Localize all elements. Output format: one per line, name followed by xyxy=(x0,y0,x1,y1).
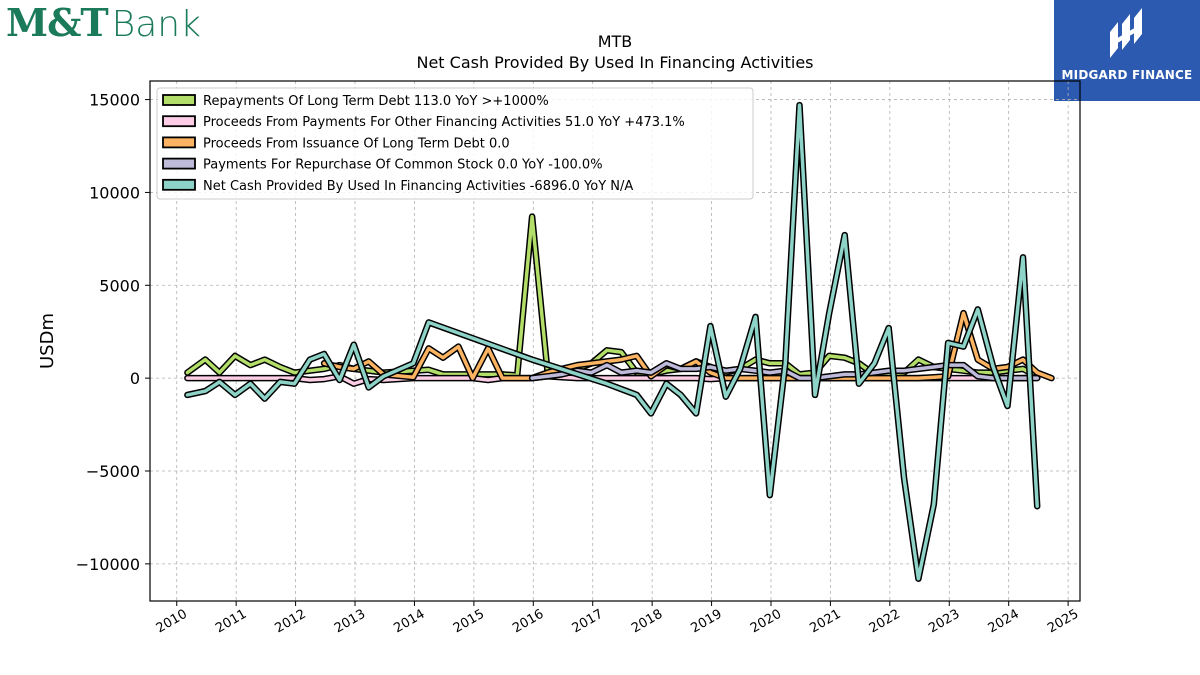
legend-swatch xyxy=(162,157,196,170)
legend-label: Net Cash Provided By Used In Financing A… xyxy=(203,179,633,194)
mt-bank-logo-wordmark: Bank xyxy=(111,4,201,45)
x-tick-label: 2019 xyxy=(689,607,725,637)
x-axis: 2010 2011 2012 2013 2014 2015 2016 2017 2018 2019… xyxy=(154,601,1081,637)
y-tick-label: 10000 xyxy=(89,183,140,202)
x-tick-label: 2015 xyxy=(451,607,487,637)
x-tick-label: 2014 xyxy=(391,607,427,637)
x-tick-label: 2017 xyxy=(570,607,606,637)
plot-frame xyxy=(149,80,1081,602)
legend-label: Proceeds From Issuance Of Long Term Debt… xyxy=(203,136,510,151)
y-tick-label: 5000 xyxy=(99,276,140,295)
x-tick-label: 2010 xyxy=(154,607,190,637)
x-tick-label: 2018 xyxy=(629,607,665,637)
x-tick-label: 2013 xyxy=(332,607,368,637)
legend-swatch xyxy=(162,94,196,106)
x-tick-label: 2022 xyxy=(867,607,903,637)
mt-bank-logo: M&T Bank xyxy=(6,0,201,45)
y-axis-label: USDm xyxy=(37,313,58,369)
legend: Repayments Of Long Term Debt 113.0 YoY >… xyxy=(156,87,754,200)
y-tick-label: −10000 xyxy=(76,555,140,574)
x-tick-label: 2020 xyxy=(748,607,784,637)
x-tick-label: 2021 xyxy=(807,607,843,637)
y-axis: −10000 −5000 0 5000 10000 15000 xyxy=(76,91,150,574)
chart-subtitle: Net Cash Provided By Used In Financing A… xyxy=(416,53,813,72)
x-tick-label: 2023 xyxy=(926,607,962,637)
y-tick-label: 0 xyxy=(130,369,140,388)
legend-box xyxy=(156,87,754,200)
legend-label: Proceeds From Payments For Other Financi… xyxy=(203,115,685,130)
x-tick-label: 2025 xyxy=(1045,607,1081,637)
series-line-4 xyxy=(185,103,1039,581)
x-tick-label: 2012 xyxy=(273,607,309,637)
midgard-logo-icon xyxy=(1110,8,1142,58)
midgard-logo-text: MIDGARD FINANCE xyxy=(1061,68,1193,82)
legend-label: Repayments Of Long Term Debt 113.0 YoY >… xyxy=(203,94,549,109)
series-layer xyxy=(184,101,1055,582)
mt-bank-logo-mark: M&T xyxy=(6,0,109,45)
x-tick-label: 2011 xyxy=(213,607,249,637)
legend-label: Payments For Repurchase Of Common Stock … xyxy=(203,158,603,173)
x-tick-label: 2024 xyxy=(986,607,1022,637)
legend-swatch xyxy=(162,115,196,128)
midgard-finance-logo: MIDGARD FINANCE xyxy=(1054,0,1200,101)
chart-title: MTB xyxy=(598,32,633,51)
legend-swatch xyxy=(162,178,196,191)
legend-swatch xyxy=(162,136,196,149)
y-tick-label: 15000 xyxy=(89,91,140,110)
x-tick-label: 2016 xyxy=(510,607,546,637)
series-line-2 xyxy=(322,311,1054,380)
y-tick-label: −5000 xyxy=(86,462,140,481)
series-line-0 xyxy=(185,214,1039,379)
